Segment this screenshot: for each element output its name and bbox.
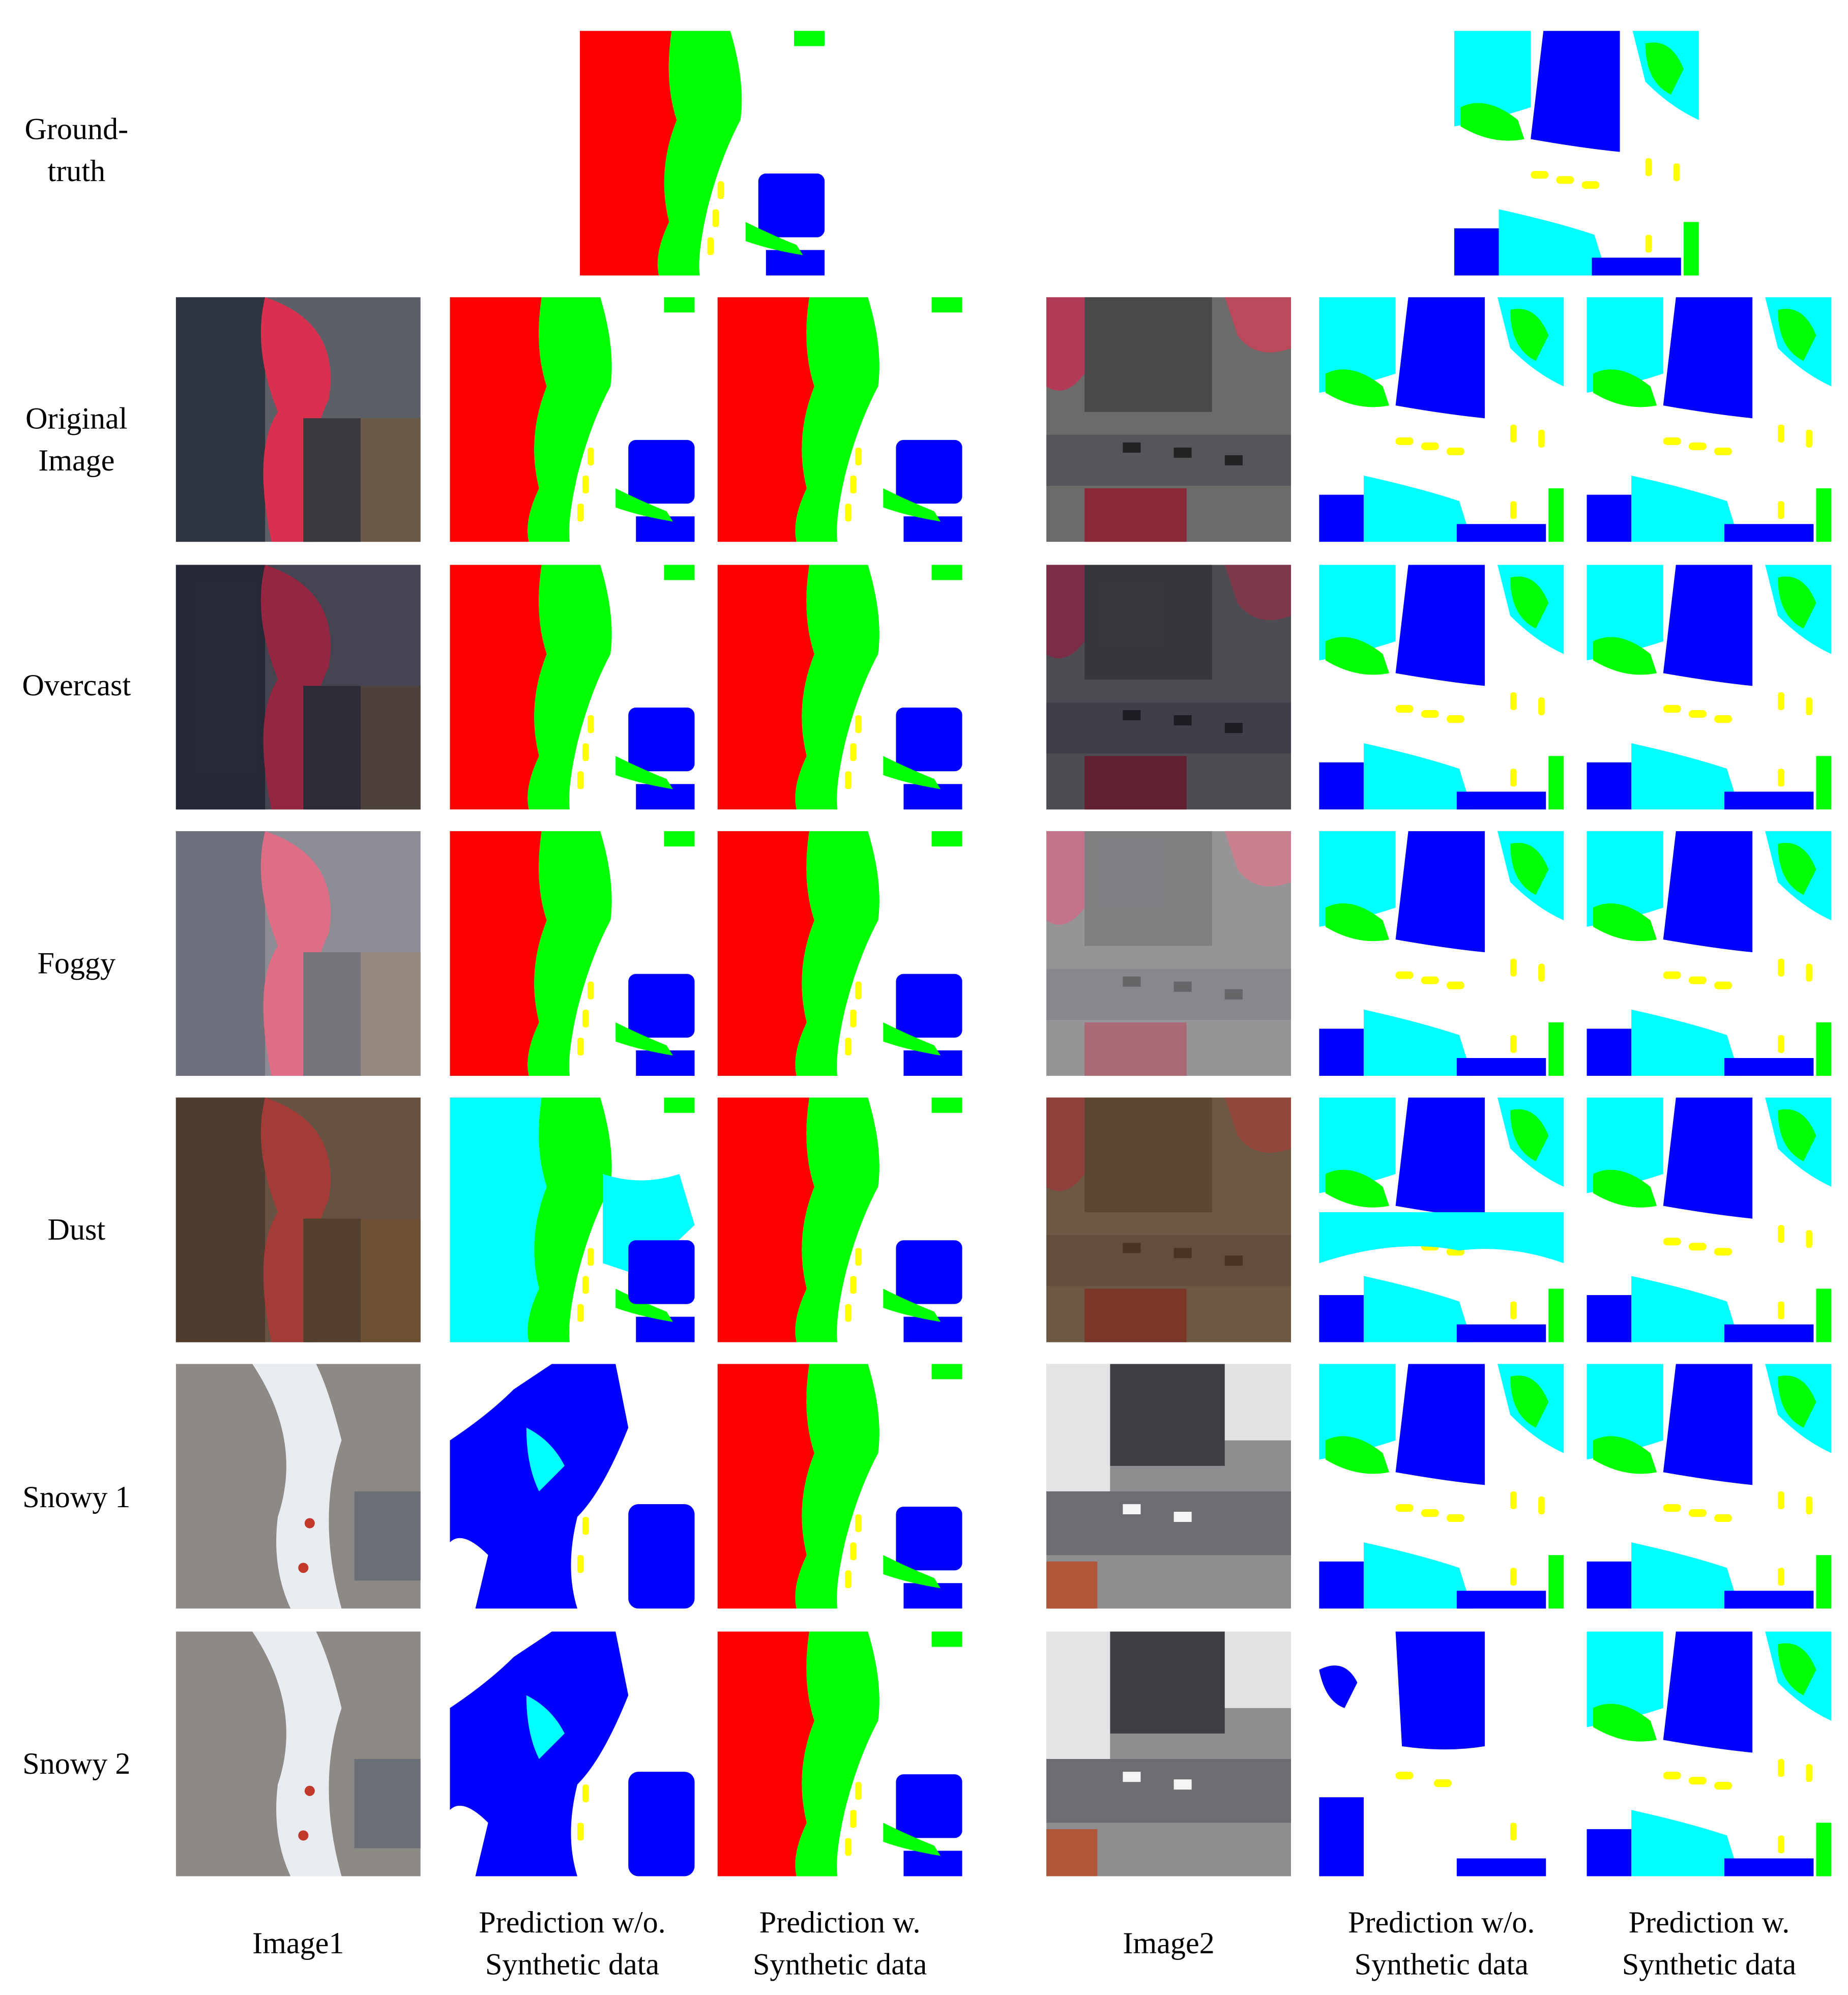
prediction-mask — [1319, 565, 1564, 810]
row-label: truth — [48, 154, 106, 188]
prediction-mask — [450, 1098, 694, 1342]
prediction-mask — [1319, 1631, 1564, 1876]
column-label: Prediction w. — [1629, 1905, 1790, 1940]
column-label: Image2 — [1123, 1926, 1214, 1960]
prediction-mask — [717, 297, 962, 542]
weather-tint — [1046, 831, 1292, 1076]
row-label: Ground- — [24, 112, 128, 146]
column-label: Synthetic data — [1355, 1947, 1529, 1981]
prediction-mask — [450, 565, 695, 810]
row-label: Image — [38, 444, 114, 478]
row-label: Original — [25, 401, 127, 435]
prediction-mask — [450, 831, 695, 1076]
row-label: Foggy — [37, 946, 115, 980]
column-label: Synthetic data — [753, 1947, 927, 1981]
prediction-mask — [1319, 1364, 1564, 1609]
prediction-mask — [450, 1364, 695, 1609]
weather-tint — [1046, 565, 1292, 810]
prediction-mask — [450, 1631, 695, 1876]
prediction-mask — [1319, 831, 1564, 1076]
aerial-image — [1046, 1631, 1292, 1876]
row-label: Overcast — [22, 668, 131, 702]
prediction-mask — [1587, 831, 1832, 1076]
row-label: Snowy 2 — [22, 1747, 130, 1781]
prediction-mask — [1587, 297, 1832, 542]
prediction-mask — [1587, 1631, 1832, 1876]
weather-tint — [175, 565, 421, 810]
aerial-image — [1046, 1364, 1292, 1609]
column-label: Prediction w/o. — [479, 1905, 665, 1940]
prediction-mask — [717, 565, 962, 810]
column-label: Image1 — [252, 1926, 344, 1960]
prediction-mask — [450, 297, 695, 542]
column-label: Synthetic data — [1622, 1947, 1796, 1981]
weather-tint — [1046, 1097, 1292, 1342]
weather-tint — [175, 1097, 421, 1342]
row-label: Snowy 1 — [22, 1480, 130, 1514]
column-label: Prediction w. — [759, 1905, 921, 1940]
prediction-mask — [1319, 297, 1564, 542]
prediction-mask — [717, 1097, 962, 1342]
prediction-mask — [1587, 565, 1832, 810]
column-label: Synthetic data — [485, 1947, 659, 1981]
ground-truth-mask — [580, 31, 825, 276]
prediction-mask — [1587, 1364, 1832, 1609]
prediction-mask — [1587, 1097, 1832, 1342]
prediction-mask — [717, 1364, 962, 1609]
prediction-mask — [1319, 1098, 1564, 1342]
prediction-mask — [717, 831, 962, 1076]
column-label: Prediction w/o. — [1348, 1905, 1535, 1940]
aerial-image — [175, 297, 421, 542]
prediction-mask — [717, 1631, 962, 1876]
weather-tint — [175, 831, 421, 1076]
aerial-image — [175, 1631, 421, 1876]
ground-truth-mask — [1454, 31, 1699, 276]
aerial-image — [175, 1364, 421, 1609]
aerial-image — [1046, 297, 1292, 542]
row-label: Dust — [48, 1213, 106, 1247]
